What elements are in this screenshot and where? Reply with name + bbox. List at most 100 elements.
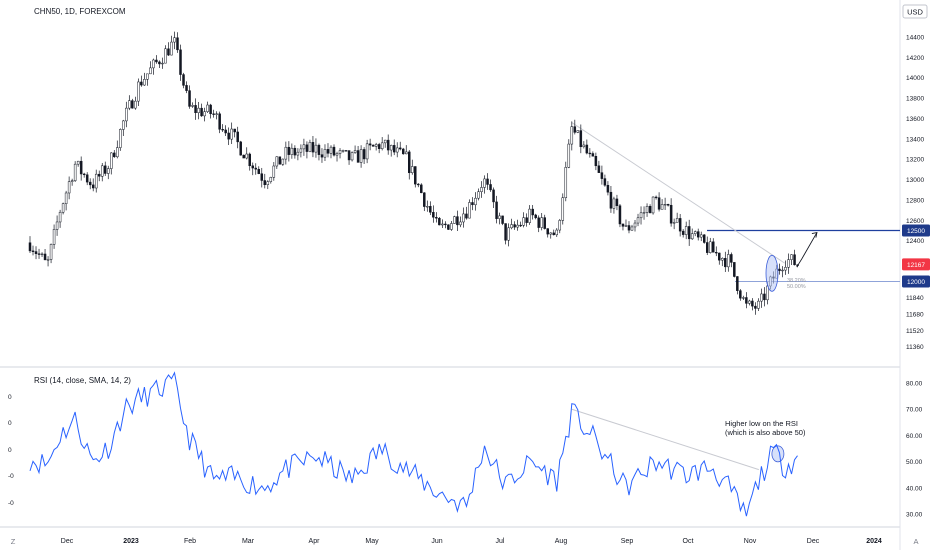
candle-body [278, 156, 282, 165]
trendline-layer[interactable] [571, 122, 785, 264]
candle-body [212, 113, 215, 115]
candle-body [624, 225, 628, 227]
candle-body [263, 180, 267, 185]
candlestick-series [28, 31, 799, 315]
candle-body [173, 37, 176, 43]
candle-body [40, 253, 44, 256]
time-tick-label: Sep [621, 538, 634, 545]
candle-body [681, 230, 685, 235]
horizontal-levels[interactable] [707, 229, 900, 282]
candle-body [128, 100, 131, 109]
candle-body [338, 150, 342, 154]
candle-body [46, 259, 50, 261]
candle-body [143, 79, 146, 86]
candle-body [176, 37, 179, 51]
candle-body [76, 160, 80, 165]
price-tick-label: 14000 [906, 75, 924, 82]
candle-body [344, 150, 348, 152]
candle-body [284, 146, 288, 160]
candle-body [170, 41, 173, 56]
candle-body [555, 229, 558, 236]
candle-body [534, 214, 537, 219]
price-tick-label: 14400 [906, 35, 924, 42]
fib-label: 38.20% [787, 278, 806, 284]
candle-body [335, 153, 339, 156]
candle-body [504, 223, 507, 241]
candle-body [161, 62, 164, 65]
candle-body [429, 206, 432, 213]
candle-body [91, 184, 95, 189]
candle-body [383, 139, 387, 144]
rsi-note-line2: (which is also above 50) [725, 428, 806, 437]
candle-body [113, 152, 116, 158]
currency-button[interactable]: USD [902, 4, 928, 19]
candle-body [411, 166, 414, 174]
candle-body [290, 147, 294, 155]
candle-body [618, 205, 622, 225]
candle-body [525, 217, 528, 223]
candle-body [754, 305, 757, 309]
candle-body [179, 49, 182, 75]
candle-body [447, 224, 450, 230]
candle-body [269, 177, 273, 182]
candle-body [456, 216, 459, 226]
candle-body [299, 148, 303, 153]
candle-body [718, 252, 721, 261]
candle-body [194, 105, 197, 114]
time-tick-label: May [365, 538, 379, 545]
candle-body [88, 181, 92, 186]
candle-body [748, 300, 751, 304]
candle-body [588, 152, 592, 155]
candle-body [603, 178, 607, 186]
candle-body [417, 183, 420, 186]
candle-body [326, 149, 330, 154]
candle-body [507, 227, 510, 241]
auto-scale-button[interactable]: A [913, 537, 918, 546]
candle-body [185, 85, 188, 91]
candle-body [140, 81, 143, 86]
candle-body [392, 145, 396, 153]
candle-body [733, 262, 736, 277]
candle-body [134, 100, 137, 109]
last-price-badge-bg [902, 258, 930, 271]
candle-body [675, 218, 679, 223]
candle-body [564, 167, 568, 198]
candle-body [480, 187, 483, 192]
rsi-falling-trendline [571, 408, 760, 471]
candle-body [642, 212, 646, 214]
candle-body [347, 150, 351, 161]
candle-body [293, 147, 297, 156]
time-tick-label: Mar [242, 538, 255, 545]
candle-body [657, 197, 661, 210]
candle-body [709, 241, 712, 253]
rsi-annotations[interactable]: Higher low on the RSI (which is also abo… [725, 419, 806, 437]
candle-body [579, 130, 583, 148]
price-axis[interactable]: 14400 14200 14000 13800 13600 13400 13200 13000… [906, 35, 924, 352]
candle-body [197, 107, 200, 114]
price-tick-label: 11520 [906, 328, 924, 335]
falling-trendline [571, 122, 785, 264]
rsi-tick-label: 30.00 [906, 512, 923, 519]
rsi-left-tick-label: 0 [8, 394, 12, 401]
candle-body [158, 61, 161, 65]
candle-body [751, 300, 754, 307]
last-price-badge-label: 12167 [907, 262, 925, 269]
time-axis[interactable]: Dec 2023 Feb Mar Apr May Jun Jul Aug Sep Oct Nov Dec… [61, 538, 882, 545]
price-annotations[interactable]: 38.20%50.00% [765, 231, 818, 292]
candle-body [540, 217, 543, 228]
candle-body [365, 143, 369, 160]
rsi-left-tick-label: -0 [8, 473, 14, 480]
candle-body [317, 144, 321, 155]
candle-body [576, 130, 580, 133]
rsi-trendline-layer[interactable] [571, 408, 785, 471]
rsi-axis[interactable]: 80.00 70.00 60.00 50.00 40.00 30.00 [906, 381, 923, 519]
candle-body [49, 244, 53, 260]
timezone-button[interactable]: Z [11, 537, 16, 546]
candle-body [43, 253, 47, 261]
candle-body [495, 201, 498, 219]
candle-body [742, 297, 745, 299]
candle-body [296, 151, 300, 156]
rsi-line [29, 371, 798, 517]
price-tick-label: 14200 [906, 55, 924, 62]
candle-body [122, 120, 125, 130]
